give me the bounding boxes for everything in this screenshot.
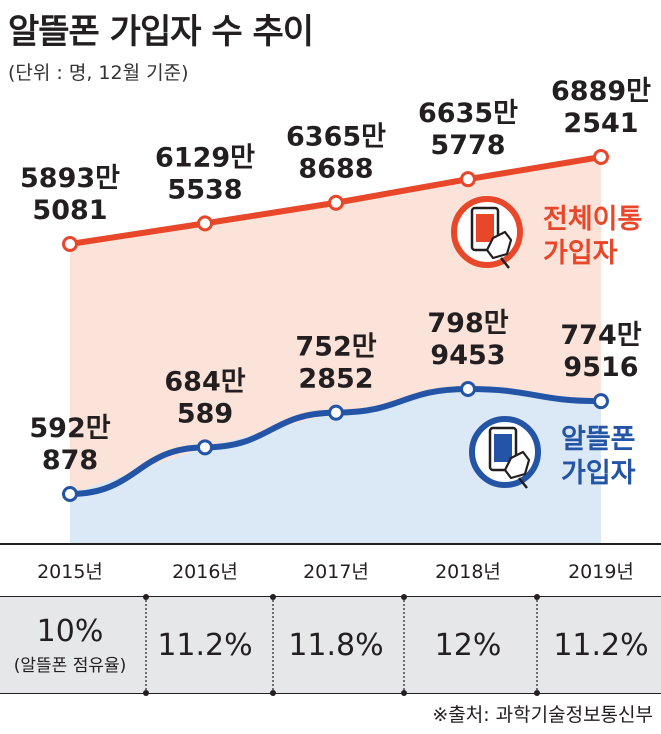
share-cell-1: 10% (알뜰폰 점유율) — [5, 597, 135, 693]
mvno-legend-line2: 가입자 — [561, 458, 636, 489]
total-data-label-4: 6635만 5778 — [418, 98, 518, 161]
share-value: 12% — [434, 627, 502, 663]
x-tick-label-5: 2019년 — [568, 561, 634, 583]
total-point-4 — [460, 171, 476, 188]
chart-title: 알뜰폰 가입자 수 추이 — [8, 12, 314, 52]
share-value: 11.2% — [157, 627, 253, 663]
mvno-point-1 — [62, 486, 78, 502]
share-divider-1 — [143, 594, 149, 696]
mvno-data-label-5: 774만 9516 — [560, 320, 641, 383]
share-note: (알뜰폰 점유율) — [13, 656, 127, 676]
total-data-label-5: 6889만 2541 — [551, 76, 651, 139]
total-point-3 — [328, 194, 344, 211]
total-data-label-1: 5893만 5081 — [20, 163, 120, 226]
share-value: 10% — [36, 614, 104, 649]
share-cell-2: 11.2% — [140, 597, 270, 693]
mvno-area-fill — [70, 389, 601, 544]
share-value: 11.8% — [288, 627, 384, 663]
share-divider-3 — [401, 594, 407, 696]
share-band: 10% (알뜰폰 점유율) 11.2% 11.8% 12% 11.2% — [0, 594, 661, 696]
smartphone-hand-icon — [451, 196, 523, 269]
total-point-2 — [197, 215, 213, 232]
smartphone-hand-icon — [469, 416, 541, 489]
share-cell-5: 11.2% — [536, 597, 661, 693]
share-value: 11.2% — [553, 627, 649, 663]
mvno-data-label-4: 798만 9453 — [427, 308, 508, 371]
source-note: ※출처: 과학기술정보통신부 — [432, 704, 653, 726]
total-legend-line2: 가입자 — [543, 238, 618, 269]
x-axis-year-labels: 2015년 2016년 2017년 2018년 2019년 — [0, 545, 661, 595]
mvno-data-label-1: 592만 878 — [29, 413, 110, 476]
mvno-point-2 — [197, 439, 213, 456]
share-cell-4: 12% — [403, 597, 533, 693]
total-legend-line1: 전체이통 — [543, 204, 642, 235]
total-point-1 — [62, 236, 78, 252]
mvno-point-4 — [460, 381, 476, 397]
mvno-point-5 — [593, 393, 609, 410]
x-tick-label-1: 2015년 — [37, 561, 103, 583]
total-data-label-2: 6129만 5538 — [155, 142, 255, 205]
mvno-data-label-3: 752만 2852 — [295, 332, 376, 395]
unit-note: (단위 : 명, 12월 기준) — [8, 62, 189, 84]
x-tick-label-4: 2018년 — [435, 561, 501, 583]
share-divider-4 — [534, 594, 540, 696]
share-cell-3: 11.8% — [271, 597, 401, 693]
mvno-legend-line1: 알뜰폰 — [561, 424, 636, 455]
mvno-data-label-2: 684만 589 — [164, 366, 245, 429]
line-chart: 5893만 5081 6129만 5538 6365만 8688 6635만 5778 6889… — [0, 76, 661, 545]
total-data-label-3: 6365만 8688 — [286, 122, 386, 185]
share-divider-2 — [270, 594, 276, 696]
mvno-point-3 — [328, 404, 344, 421]
total-point-5 — [593, 149, 609, 165]
x-tick-label-2: 2016년 — [172, 561, 238, 583]
x-tick-label-3: 2017년 — [303, 561, 369, 583]
